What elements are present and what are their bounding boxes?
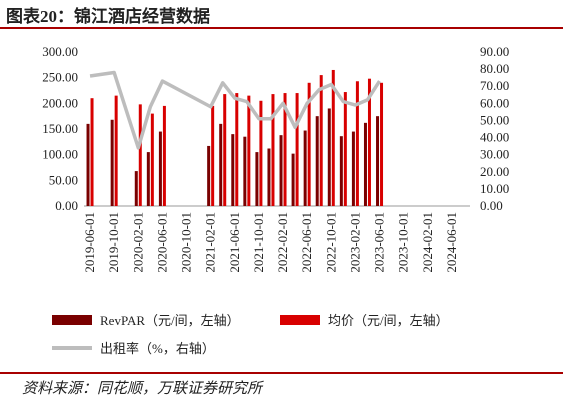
y-right-tick-label: 70.00: [480, 78, 509, 93]
price-bar: [367, 78, 371, 206]
y-right-tick-label: 30.00: [480, 147, 509, 162]
price-bar: [380, 82, 384, 206]
revpar-bar: [207, 145, 211, 206]
x-tick-label: 2021-06-01: [227, 212, 242, 273]
x-tick-label: 2022-10-01: [323, 212, 338, 273]
price-bar: [211, 105, 215, 206]
y-left-tick-label: 200.00: [42, 95, 78, 110]
legend-label-price: 均价（元/间，左轴）: [328, 313, 449, 328]
legend-label-occupancy: 出租率（%，右轴）: [100, 341, 215, 356]
y-right-tick-label: 90.00: [480, 44, 509, 59]
revpar-bar: [291, 153, 295, 206]
source-note: 资料来源：同花顺，万联证券研究所: [22, 381, 263, 397]
y-right-tick-label: 60.00: [480, 95, 509, 110]
x-tick-label: 2021-10-01: [251, 212, 266, 273]
y-left-tick-label: 150.00: [42, 121, 78, 136]
revpar-bar: [279, 135, 283, 206]
revpar-bar: [134, 171, 138, 206]
y-right-tick-label: 10.00: [480, 181, 509, 196]
y-right-tick-label: 40.00: [480, 130, 509, 145]
x-tick-label: 2024-02-01: [420, 212, 435, 273]
revpar-bar: [219, 123, 223, 206]
x-tick-label: 2023-10-01: [396, 212, 411, 273]
y-right-tick-label: 20.00: [480, 164, 509, 179]
revpar-bar: [303, 130, 307, 206]
price-bar: [283, 93, 287, 206]
revpar-bar: [267, 148, 271, 206]
price-bar: [307, 82, 311, 206]
top-rule: [0, 27, 563, 29]
price-bar: [343, 92, 347, 206]
legend-swatch-revpar: [52, 315, 92, 325]
revpar-bar: [376, 116, 380, 206]
x-tick-label: 2019-10-01: [106, 212, 121, 273]
price-bar: [235, 93, 239, 206]
y-left-tick-label: 300.00: [42, 44, 78, 59]
price-bar: [162, 105, 166, 206]
occupancy-line: [89, 70, 382, 150]
legend-label-revpar: RevPAR（元/间，左轴）: [100, 313, 240, 328]
revpar-bar: [86, 123, 90, 206]
y-left-tick-label: 250.00: [42, 70, 78, 85]
price-bar: [223, 94, 227, 206]
hotel-operations-chart: 0.00 50.00 100.00 150.00 200.00 250.00 300.00 0…: [42, 44, 509, 356]
y-left-tick-label: 0.00: [55, 198, 78, 213]
revpar-bar: [158, 131, 162, 206]
price-bar: [331, 69, 335, 206]
price-bar: [259, 100, 263, 206]
x-tick-label: 2023-02-01: [347, 212, 362, 273]
y-left-tick-label: 100.00: [42, 147, 78, 162]
x-tick-label: 2022-06-01: [299, 212, 314, 273]
revpar-bar: [255, 152, 259, 206]
price-bar: [114, 95, 118, 206]
price-bar: [271, 94, 275, 206]
revpar-bar: [339, 136, 343, 206]
y-right-tick-label: 80.00: [480, 61, 509, 76]
x-tick-label: 2021-02-01: [203, 212, 218, 273]
revpar-bar: [110, 119, 114, 206]
price-bar: [90, 98, 94, 206]
x-tick-label: 2023-06-01: [372, 212, 387, 273]
revpar-bar: [243, 136, 247, 206]
bottom-rule: [0, 372, 563, 374]
x-tick-label: 2020-10-01: [179, 212, 194, 273]
revpar-bar: [327, 108, 331, 206]
y-right-tick-label: 50.00: [480, 112, 509, 127]
x-tick-label: 2020-02-01: [130, 212, 145, 273]
legend-swatch-price: [280, 315, 320, 325]
chart-title: 图表20：锦江酒店经营数据: [6, 7, 210, 26]
revpar-bar: [363, 122, 367, 206]
revpar-bar: [146, 152, 150, 206]
price-bar: [319, 75, 323, 206]
price-bar: [355, 81, 359, 206]
revpar-bar: [231, 134, 235, 206]
revpar-bar: [315, 116, 319, 206]
x-tick-label: 2020-06-01: [154, 212, 169, 273]
price-bar: [138, 104, 142, 206]
price-bar: [150, 113, 154, 206]
x-tick-label: 2022-02-01: [275, 212, 290, 273]
revpar-bar: [351, 131, 355, 206]
x-tick-label: 2024-06-01: [444, 212, 459, 273]
price-bar: [247, 95, 251, 206]
price-bar: [295, 93, 299, 206]
x-tick-label: 2019-06-01: [82, 212, 97, 273]
y-left-tick-label: 50.00: [49, 172, 78, 187]
y-right-tick-label: 0.00: [480, 198, 503, 213]
